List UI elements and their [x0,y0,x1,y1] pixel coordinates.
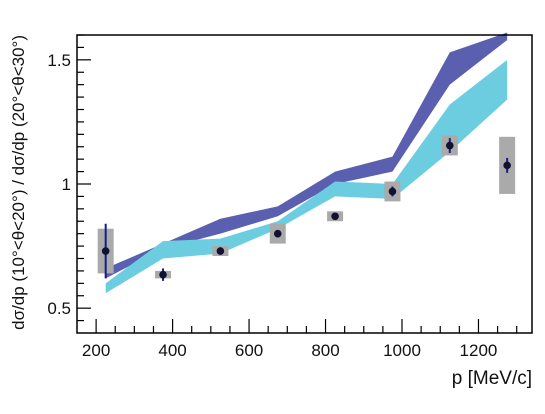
x-tick-label: 200 [82,341,110,360]
y-tick-label: 0.5 [47,299,71,318]
data-point [503,161,511,170]
x-tick-label: 1200 [460,341,498,360]
plot-frame [76,34,533,334]
axis-ticks [77,34,518,333]
x-tick-label: 1000 [383,341,421,360]
data-points [101,141,511,279]
data-point [331,212,339,221]
data-point [445,141,454,150]
data-point [273,229,282,238]
data-point [101,247,110,255]
x-tick-label: 600 [235,341,263,360]
theory-band-2 [105,59,508,294]
x-tick-label: 800 [311,341,339,360]
data-point [216,247,225,255]
x-tick-label: 400 [158,341,186,360]
y-tick-label: 1.5 [47,51,71,70]
tick-labels: 200 400 600 800 1000 1200 0.5 1 1.5 [47,51,497,360]
data-point [388,187,397,196]
data-point [159,270,167,279]
theory-bands [105,32,508,294]
y-axis-title: dσ/dp (10°<θ<20°) / dσ/dp (20°<θ<30°) [9,35,28,330]
x-axis-title: p [MeV/c] [452,368,532,389]
y-tick-label: 1 [62,175,71,194]
